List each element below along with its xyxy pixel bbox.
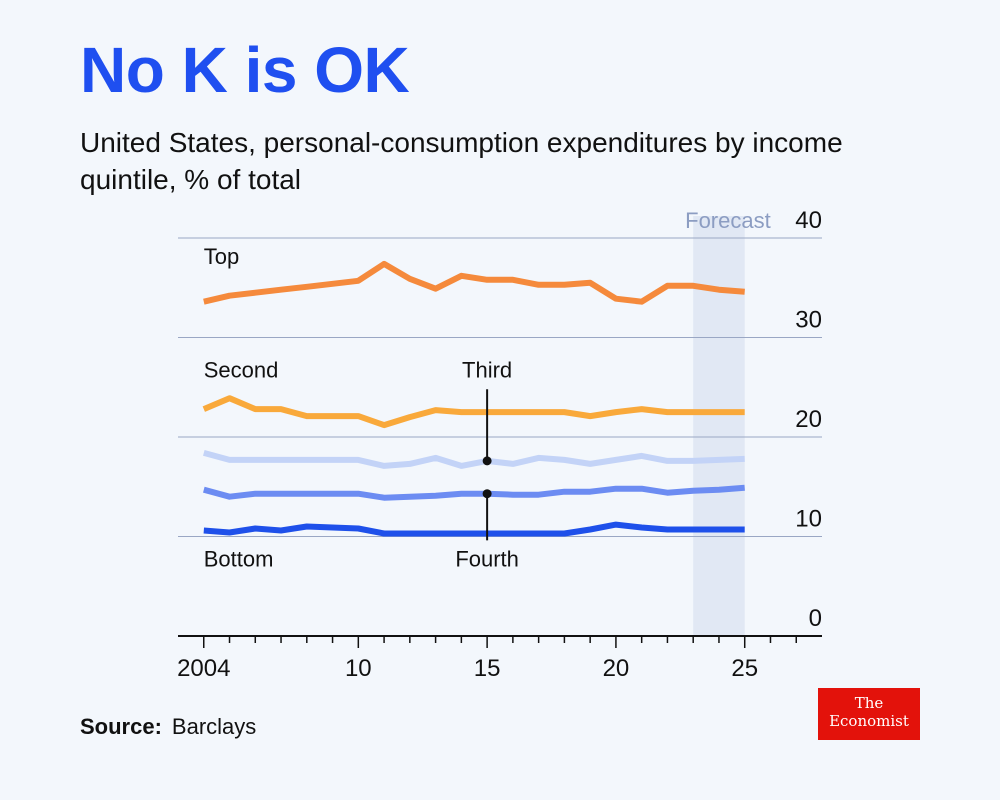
y-tick-label: 20 — [795, 406, 822, 433]
logo-line1: The — [854, 694, 884, 712]
series-label-top: Top — [204, 244, 239, 269]
series-label-third: Third — [462, 357, 512, 382]
series-label-bottom: Bottom — [204, 546, 274, 571]
source-note: Source: Barclays — [80, 714, 256, 740]
series-line-bottom — [203, 521, 745, 537]
x-tick-label: 10 — [345, 655, 372, 682]
x-tick-label: 20 — [603, 655, 630, 682]
x-tick-label: 15 — [474, 655, 501, 682]
x-tick-label: 2004 — [177, 655, 230, 682]
forecast-band — [693, 216, 745, 636]
leader-dot-fourth — [482, 489, 492, 499]
logo-line2: Economist — [829, 712, 909, 730]
forecast-label: Forecast — [685, 208, 771, 233]
series-label-second: Second — [204, 357, 279, 382]
y-tick-label: 10 — [795, 506, 822, 533]
series-line-third — [203, 450, 745, 469]
chart-subtitle: United States, personal-consumption expe… — [80, 127, 843, 195]
source-value: Barclays — [171, 714, 257, 739]
series-line-fourth — [203, 484, 745, 501]
series-line-second — [202, 395, 745, 429]
chart-title: No K is OK — [80, 34, 410, 106]
source-label: Source: — [80, 714, 162, 739]
series-line-top — [203, 260, 745, 305]
y-tick-label: 0 — [809, 605, 822, 632]
y-tick-label: 40 — [795, 207, 822, 234]
economist-logo: The Economist — [818, 688, 920, 740]
y-tick-label: 30 — [795, 307, 822, 334]
leader-dot-third — [482, 456, 492, 466]
series-label-fourth: Fourth — [455, 546, 519, 571]
x-tick-label: 25 — [731, 655, 758, 682]
